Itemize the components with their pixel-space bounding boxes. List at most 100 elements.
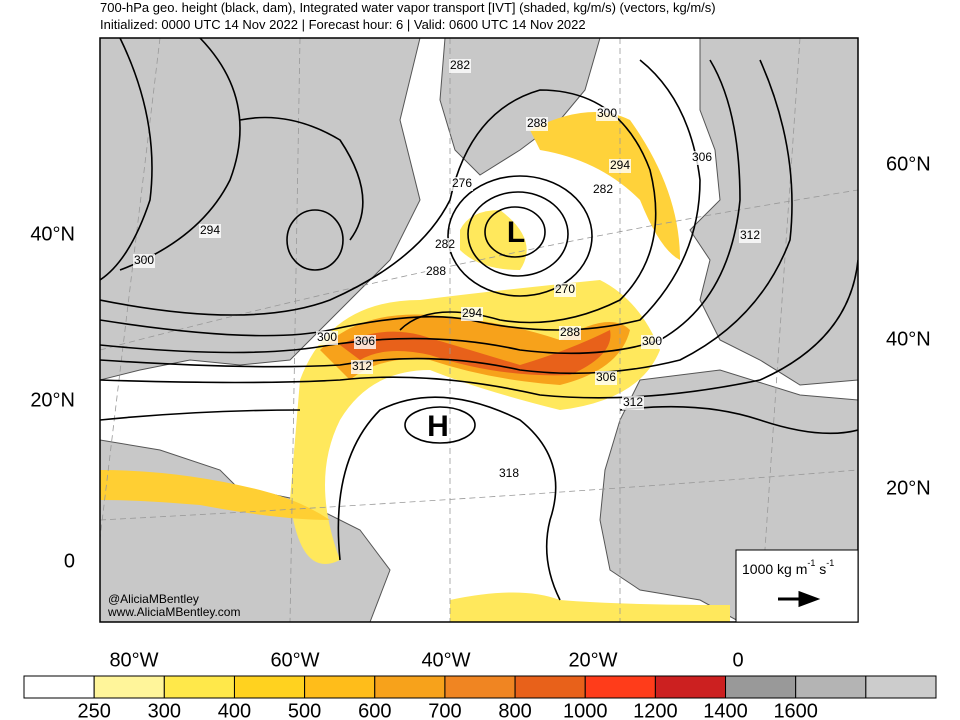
land-north-america [100, 38, 421, 381]
lon-label: 80°W [109, 649, 158, 671]
contour [100, 59, 741, 355]
contour [100, 38, 153, 281]
lon-label: 60°W [270, 649, 319, 671]
contour [100, 259, 858, 399]
credit: www.AliciaMBentley.com [107, 605, 240, 619]
contour-label-bg [595, 371, 617, 385]
contour-label-bg [609, 159, 631, 173]
ivt-north [530, 112, 680, 260]
contour-label-bg [526, 117, 548, 131]
contour [337, 396, 561, 601]
lat-label: 60°N [886, 153, 931, 175]
contour-label: 282 [450, 58, 470, 72]
contour-label: 306 [355, 334, 375, 348]
contour-label: 294 [200, 223, 220, 237]
colorbar-tick-label: 1000 [563, 700, 608, 720]
contour-label: 288 [426, 264, 446, 278]
contour-label-bg [739, 229, 761, 243]
contour-label: 270 [555, 282, 575, 296]
contour-label: 288 [560, 325, 580, 339]
contour-label-bg [451, 177, 473, 191]
contour-label: 306 [692, 150, 712, 164]
colorbar-tick-label: 700 [428, 700, 461, 720]
colorbar-box [795, 675, 867, 699]
contour [119, 38, 241, 271]
lon-label: 40°W [421, 649, 470, 671]
contour-label-bg [554, 283, 576, 297]
credit: @AliciaMBentley [108, 592, 199, 606]
contour [100, 59, 701, 337]
land-europe [689, 38, 858, 386]
contour-label-bg [691, 151, 713, 165]
colorbar-box [584, 675, 656, 699]
axes: 40°N 20°N 0 60°N 40°N 20°N 80°W 60°W 40°W 20°W 0 [30, 153, 930, 671]
legend-sup: -1 [807, 558, 815, 568]
contour-label: 312 [352, 359, 372, 373]
colorbar-tick-label: 250 [77, 700, 110, 720]
colorbar-box [654, 675, 727, 699]
map-body [100, 38, 858, 622]
contour [404, 406, 476, 444]
colorbar-box [93, 675, 165, 699]
colorbar-tick-label: 500 [288, 700, 321, 720]
contour [619, 405, 858, 435]
contour-label-bg [434, 238, 456, 252]
colorbar-tick-label: 300 [148, 700, 181, 720]
vector-arrow [778, 590, 821, 608]
contour-label: 312 [740, 228, 760, 242]
contour-labels: 282 288 300 294 306 282 276 294 300 282 288 312 270 2… [133, 58, 761, 481]
contour-label: 294 [462, 306, 482, 320]
contour [447, 175, 593, 297]
height-contours [100, 38, 858, 601]
vector-legend-label: 1000 kg m-1 s-1 [742, 558, 834, 576]
contour-label-bg [199, 224, 221, 238]
vector-legend [735, 549, 859, 623]
contour-label-bg [351, 360, 373, 374]
low-center: L [507, 216, 525, 249]
contour [239, 116, 364, 241]
contour [100, 409, 301, 421]
contour-label-bg [559, 326, 581, 340]
colorbar-box [444, 675, 516, 699]
ivt-carib [100, 470, 330, 520]
contour [484, 206, 546, 258]
contour-label: 276 [452, 176, 472, 190]
colorbar-tick-label: 1200 [633, 700, 678, 720]
contour-label: 300 [134, 253, 154, 267]
contour [286, 209, 344, 271]
contour-label-bg [622, 396, 644, 410]
colorbar-box [233, 675, 306, 699]
contour-label-bg [425, 265, 447, 279]
colorbar-tick-label: 400 [218, 700, 251, 720]
contour-label-bg [449, 59, 471, 73]
contour [467, 191, 569, 277]
legend-sup: -1 [826, 558, 834, 568]
subtitle: Initialized: 0000 UTC 14 Nov 2022 | Fore… [100, 17, 586, 32]
colorbar-box [304, 675, 376, 699]
contour-label-bg [596, 107, 618, 121]
lat-label: 20°N [30, 389, 75, 411]
colorbar-tick-label: 1600 [773, 700, 818, 720]
lat-label: 40°N [886, 328, 931, 350]
high-center: H [427, 410, 449, 443]
colorbar-box [514, 675, 586, 699]
contour-label: 306 [596, 370, 616, 384]
legend-text: s [815, 561, 826, 577]
colorbar-box [865, 675, 937, 699]
contour-label-bg [592, 183, 614, 197]
contour-label: 282 [593, 182, 613, 196]
colorbar-box [23, 675, 95, 699]
colorbar-box [374, 675, 446, 699]
lat-label: 20°N [886, 477, 931, 499]
colorbar-box [163, 675, 235, 699]
lon-label: 20°W [568, 649, 617, 671]
contour [100, 59, 793, 375]
map: H L 282 288 300 294 306 282 276 294 300 282 288 312… [99, 37, 859, 623]
legend-text: 1000 kg m [742, 561, 807, 577]
contour-label: 318 [499, 466, 519, 480]
contour-label: 300 [642, 334, 662, 348]
land-greenland [439, 38, 601, 176]
contour-label-bg [641, 335, 663, 349]
contour-label: 312 [623, 395, 643, 409]
